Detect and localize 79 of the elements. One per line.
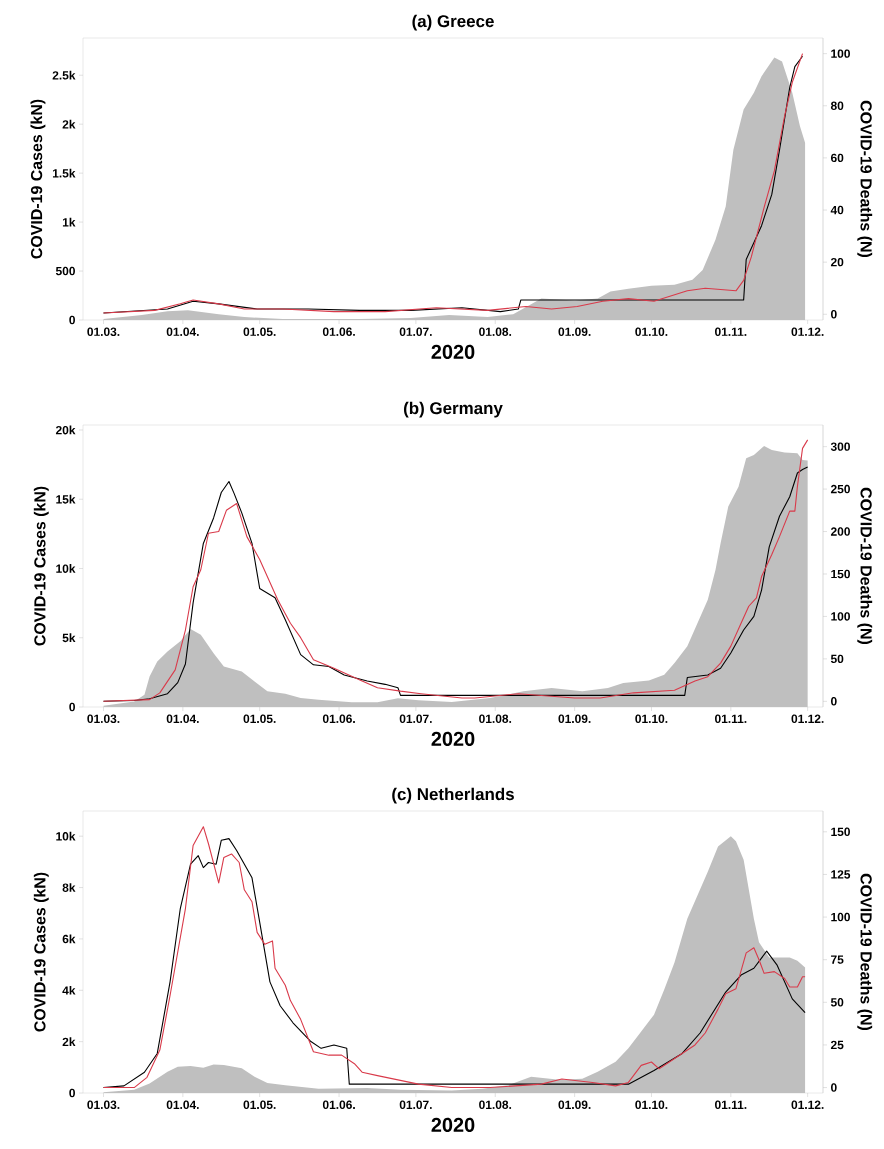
y-axis-title: COVID-19 Cases (kN) bbox=[30, 99, 46, 259]
y2-tick-label: 125 bbox=[831, 870, 851, 879]
x-tick-label: 01.03. bbox=[87, 714, 120, 724]
x-tick-label: 01.12. bbox=[791, 714, 824, 723]
y-tick-label: 8k bbox=[62, 883, 76, 892]
x-tick-label: 01.10. bbox=[635, 714, 668, 723]
y2-tick-label: 100 bbox=[831, 912, 850, 922]
y2-tick-label: 20 bbox=[830, 257, 844, 267]
y2-tick-label: 0 bbox=[831, 697, 837, 706]
y-tick-label: 1.5k bbox=[52, 168, 76, 178]
y2-tick-label: 50 bbox=[830, 654, 844, 664]
x-tick-label: 01.07. bbox=[399, 1100, 432, 1109]
y-tick-label: 10k bbox=[56, 831, 76, 841]
x-tick-label: 01.04. bbox=[166, 714, 199, 723]
x-tick-label: 01.06. bbox=[322, 1100, 355, 1109]
y2-tick-label: 100 bbox=[831, 49, 850, 58]
y-tick-label: 2k bbox=[62, 1037, 76, 1046]
x-tick-label: 01.06. bbox=[322, 327, 355, 336]
x-tick-label: 01.03. bbox=[87, 327, 120, 337]
y-tick-label: 2k bbox=[62, 119, 76, 129]
y2-tick-label: 80 bbox=[830, 101, 844, 110]
x-tick-label: 01.09. bbox=[558, 1100, 591, 1109]
x-tick-label: 01.03. bbox=[87, 1100, 120, 1110]
chart-title: (b) Germany bbox=[403, 401, 503, 418]
y-tick-label: 0 bbox=[69, 315, 75, 325]
y2-axis-title: COVID-19 Deaths (N) bbox=[857, 873, 873, 1031]
x-tick-label: 01.10. bbox=[635, 1100, 668, 1109]
x-tick-label: 01.11. bbox=[715, 327, 747, 336]
x-tick-label: 01.11. bbox=[715, 1100, 747, 1109]
y2-tick-label: 150 bbox=[831, 827, 850, 837]
x-axis-title: 2020 bbox=[431, 1117, 475, 1132]
x-tick-label: 01.12. bbox=[791, 1100, 824, 1109]
y-axis-title: COVID-19 Cases (kN) bbox=[33, 486, 49, 646]
x-tick-label: 01.05. bbox=[243, 714, 276, 723]
y-tick-label: 1k bbox=[62, 217, 76, 227]
x-tick-label: 01.04. bbox=[166, 327, 199, 336]
y2-tick-label: 60 bbox=[830, 153, 844, 163]
y-axis-title: COVID-19 Cases (kN) bbox=[33, 872, 49, 1032]
y2-tick-label: 250 bbox=[830, 484, 850, 494]
x-tick-label: 01.06. bbox=[322, 714, 355, 723]
x-tick-label: 01.07. bbox=[399, 327, 432, 336]
x-tick-label: 01.05. bbox=[243, 327, 276, 336]
x-tick-label: 01.08. bbox=[479, 1100, 512, 1109]
y-tick-label: 0 bbox=[69, 1088, 75, 1098]
y2-tick-label: 75 bbox=[831, 955, 844, 964]
x-tick-label: 01.07. bbox=[399, 714, 432, 723]
y-tick-label: 6k bbox=[62, 934, 76, 944]
y-tick-label: 10k bbox=[56, 564, 76, 573]
x-tick-label: 01.09. bbox=[558, 714, 591, 723]
y-tick-label: 15k bbox=[56, 494, 76, 504]
y2-axis-title: COVID-19 Deaths (N) bbox=[857, 100, 873, 258]
y2-tick-label: 150 bbox=[831, 569, 850, 579]
y2-tick-label: 200 bbox=[830, 527, 850, 536]
y2-tick-label: 50 bbox=[830, 998, 844, 1007]
y2-axis-title: COVID-19 Deaths (N) bbox=[857, 487, 873, 645]
y-tick-label: 5k bbox=[62, 633, 76, 643]
x-tick-label: 01.12. bbox=[791, 327, 824, 336]
y-tick-label: 20k bbox=[55, 425, 76, 435]
y-tick-label: 2.5k bbox=[52, 70, 76, 80]
x-tick-label: 01.08. bbox=[479, 714, 512, 723]
y2-tick-label: 0 bbox=[831, 310, 837, 319]
x-tick-label: 01.05. bbox=[243, 1100, 276, 1109]
chart-title: (a) Greece bbox=[412, 14, 494, 31]
x-tick-label: 01.04. bbox=[166, 1100, 199, 1109]
y2-tick-label: 25 bbox=[830, 1040, 844, 1050]
chart-title: (c) Netherlands bbox=[392, 787, 514, 804]
x-axis-title: 2020 bbox=[431, 344, 475, 359]
y-tick-label: 0 bbox=[69, 702, 75, 712]
x-tick-label: 01.10. bbox=[635, 327, 668, 336]
x-tick-label: 01.11. bbox=[715, 714, 747, 723]
y2-tick-label: 300 bbox=[830, 442, 850, 451]
x-tick-label: 01.08. bbox=[479, 327, 512, 336]
y2-tick-label: 100 bbox=[831, 612, 850, 621]
x-axis-title: 2020 bbox=[431, 731, 475, 746]
x-tick-label: 01.09. bbox=[558, 327, 591, 336]
y2-tick-label: 40 bbox=[830, 205, 844, 215]
y-tick-label: 4k bbox=[62, 985, 76, 995]
y-tick-label: 500 bbox=[55, 266, 75, 276]
y2-tick-label: 0 bbox=[831, 1083, 837, 1092]
